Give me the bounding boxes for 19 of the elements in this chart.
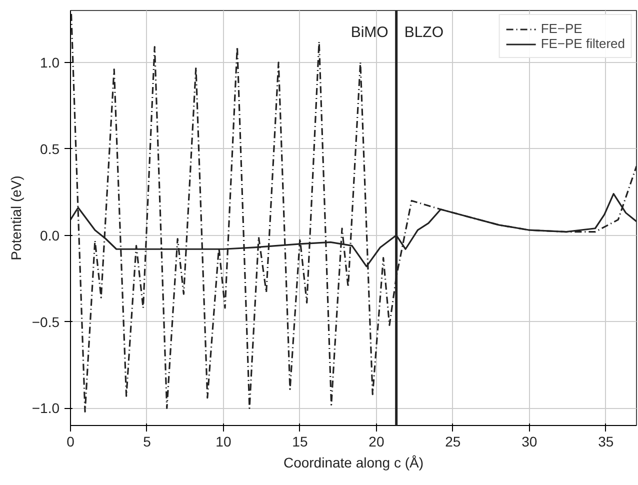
x-tick-label: 25 (445, 434, 461, 450)
y-tick-label: 0.0 (40, 227, 60, 244)
y-tick-label: −0.5 (32, 314, 60, 330)
annotation: BLZO (404, 24, 444, 41)
x-tick-label: 5 (143, 434, 152, 450)
x-tick-label: 15 (292, 434, 308, 450)
annotation: BiMO (350, 24, 388, 41)
legend-label: FE−PE filtered (540, 36, 625, 51)
y-tick-label: −1.0 (32, 400, 60, 416)
x-tick-label: 10 (216, 434, 232, 450)
legend-label: FE−PE (540, 21, 582, 36)
x-tick-label: 0 (66, 434, 75, 450)
y-tick-label: 1.0 (40, 54, 60, 70)
y-tick-label: 0.5 (40, 140, 60, 157)
x-tick-label: 35 (598, 434, 614, 450)
x-tick-label: 30 (522, 434, 538, 450)
y-axis-title: Potential (eV) (8, 176, 24, 260)
x-tick-label: 20 (368, 434, 384, 450)
x-axis-title: Coordinate along c (Å) (283, 454, 424, 470)
